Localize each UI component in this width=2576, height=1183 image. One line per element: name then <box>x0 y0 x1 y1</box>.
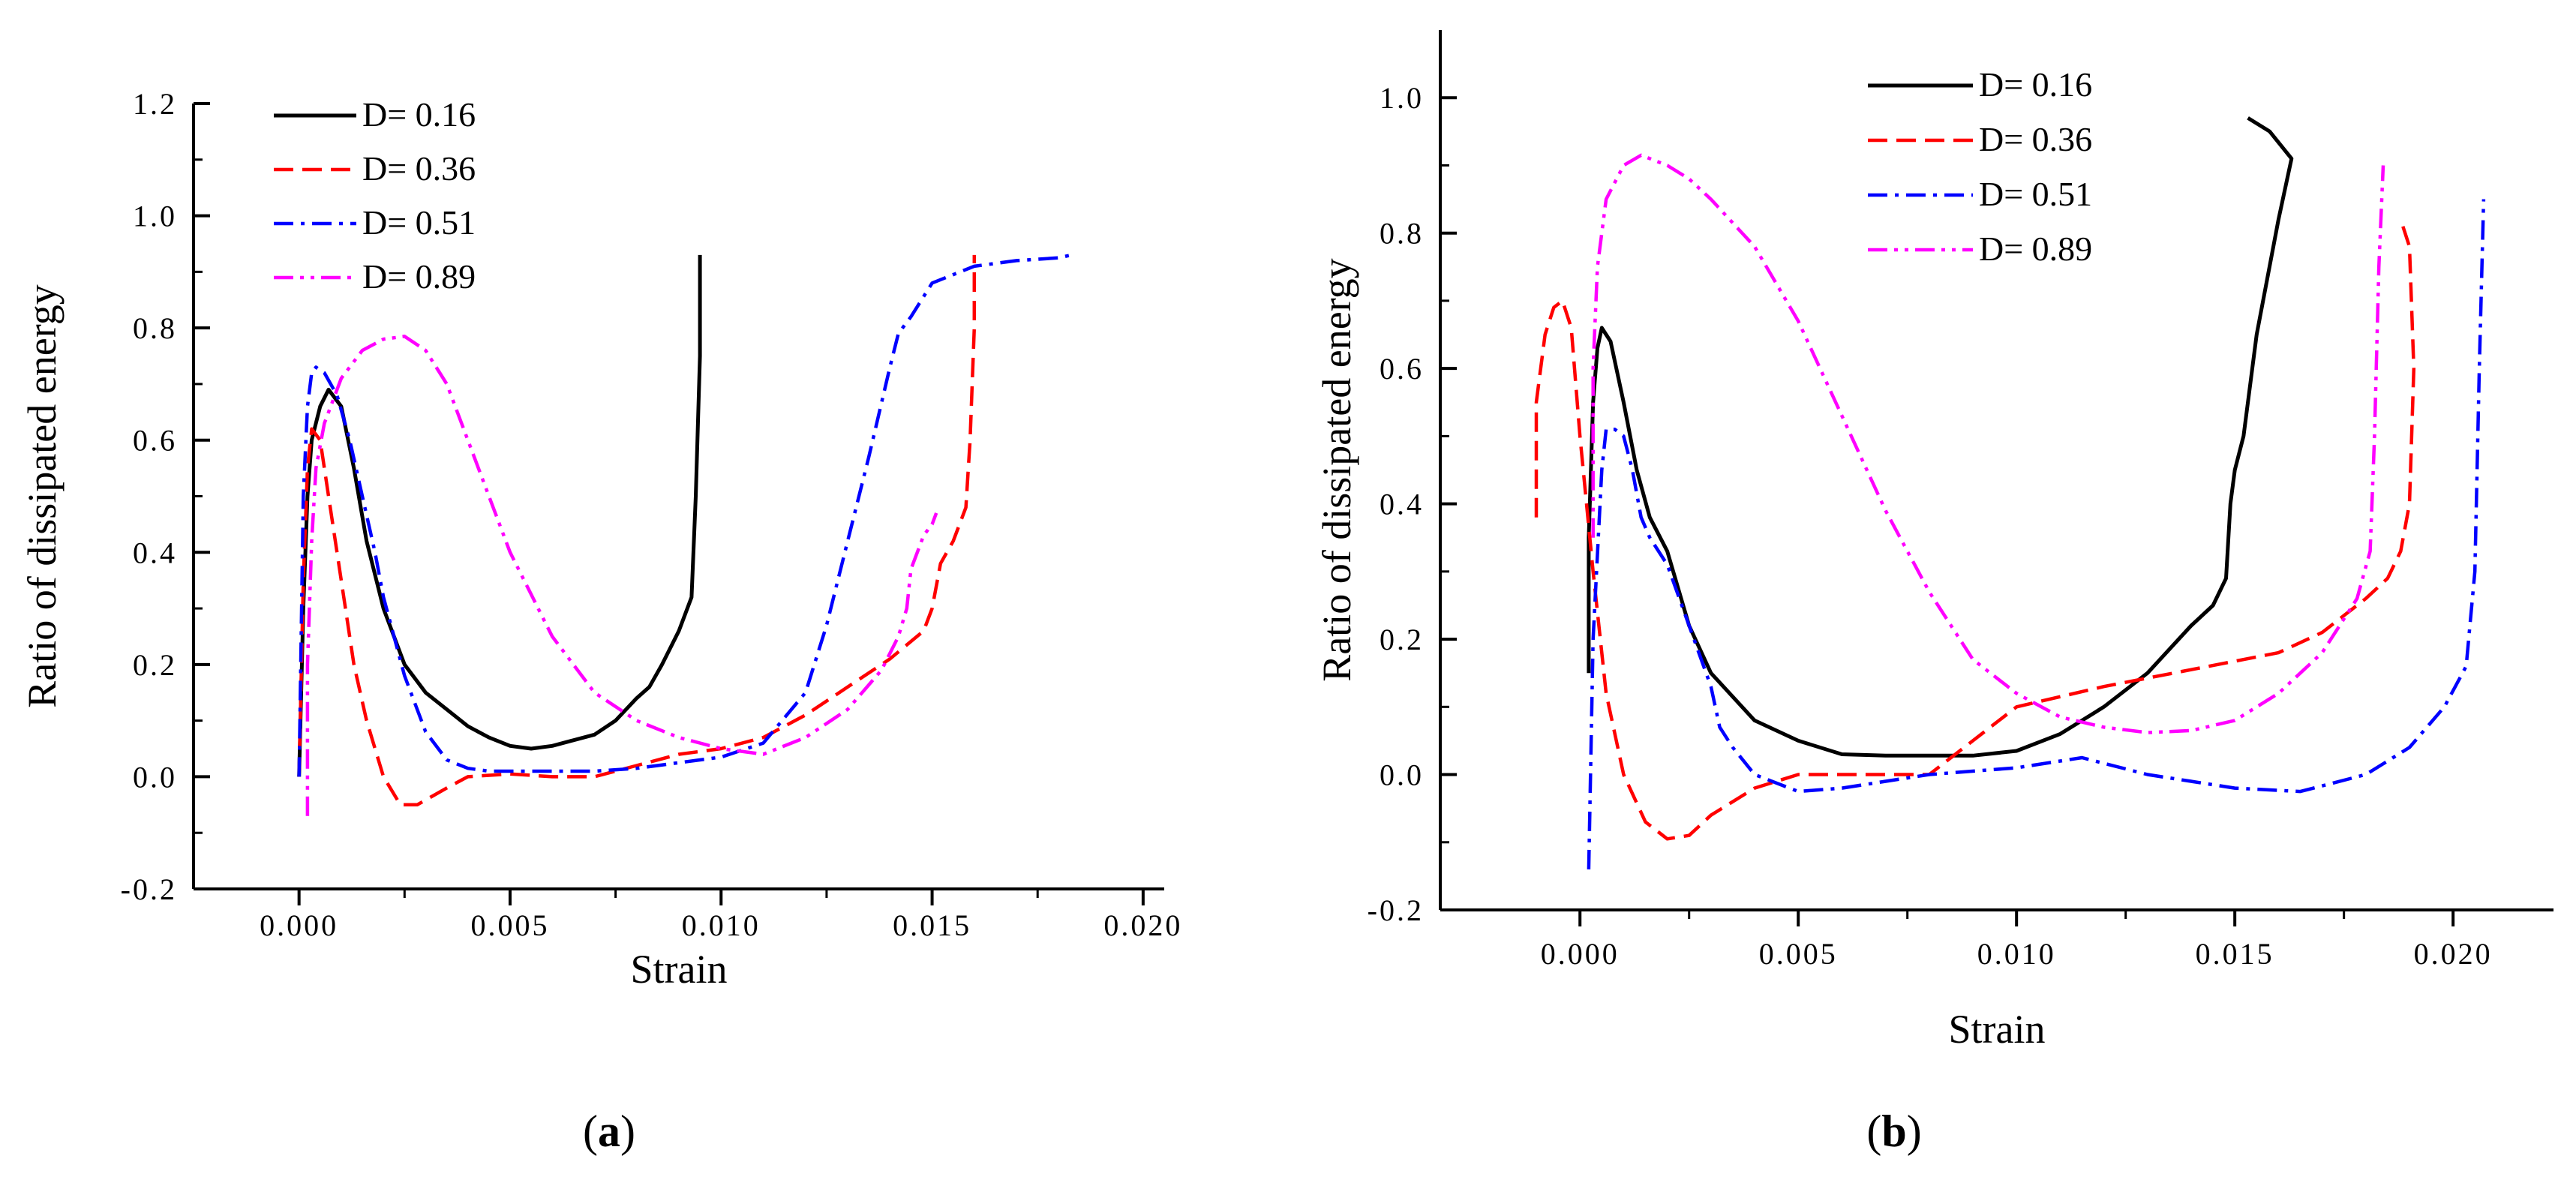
panel-a-legend-label-4: D= 0.89 <box>362 257 476 296</box>
panel-b-x-tick-label: 0.015 <box>2196 937 2274 971</box>
panel-b-series-line-3 <box>1587 199 2486 869</box>
panel-a-y-tick-label: 1.2 <box>133 87 177 121</box>
panel-b-y-tick-label: 0.4 <box>1380 488 1424 521</box>
panel-b-x-tick-label: 0.000 <box>1541 937 1620 971</box>
panel-a-y-tick-label: 0.2 <box>133 648 177 682</box>
panel-a-x-tick-label: 0.020 <box>1103 908 1182 942</box>
panel-b-y-tick-label: 0.0 <box>1380 758 1424 792</box>
panel-b-x-tick-label: 0.005 <box>1759 937 1838 971</box>
panel-b-x-tick-label: 0.020 <box>2414 937 2493 971</box>
panel-a-x-axis-title: Strain <box>631 947 728 992</box>
panel-a-y-tick-label: 0.8 <box>133 311 177 345</box>
panel-b-y-tick-label: -0.2 <box>1368 893 1424 927</box>
panel-a-series-line-3 <box>297 253 1072 777</box>
panel-a-label-open: ( <box>583 1106 598 1156</box>
panel-a: -0.2 0.0 0.2 0.4 0.6 0.8 1.0 1.2 0.000 0.005 0.010… <box>20 87 1182 992</box>
panel-a-y-tick-label: 1.0 <box>133 200 177 233</box>
panel-a-y-tick-label: -0.2 <box>121 872 177 906</box>
panel-a-label-letter: a <box>598 1106 620 1156</box>
panel-b-label-open: ( <box>1866 1106 1881 1156</box>
panel-a-y-axis-title: Ratio of dissipated energy <box>20 284 65 707</box>
panel-a-x-tick-label: 0.005 <box>470 908 549 942</box>
panel-b-y-tick-label: 1.0 <box>1380 81 1424 115</box>
panel-b-label-letter: b <box>1881 1106 1906 1156</box>
panel-a-x-tick-label: 0.000 <box>260 908 338 942</box>
panel-b-x-axis-title: Strain <box>1949 1007 2046 1052</box>
panel-b-series-line-2 <box>1534 218 2416 841</box>
panel-b-label: (b) <box>1866 1106 1921 1156</box>
panel-b-y-tick-label: 0.2 <box>1380 623 1424 656</box>
panel-a-series-line-1 <box>297 254 702 777</box>
panel-a-legend-label-1: D= 0.16 <box>362 95 476 134</box>
panel-a-legend-label-3: D= 0.51 <box>362 203 476 242</box>
panel-b-legend-label-1: D= 0.16 <box>1979 65 2092 104</box>
panel-a-y-tick-label: 0.6 <box>133 424 177 458</box>
panel-a-y-tick-label: 0.4 <box>133 536 177 569</box>
panel-a-x-tick-label: 0.010 <box>682 908 761 942</box>
panel-b-series-line-1 <box>1587 116 2294 758</box>
panel-a-series-line-4 <box>305 335 938 816</box>
panel-b-legend-label-2: D= 0.36 <box>1979 120 2092 158</box>
panel-a-y-tick-label: 0.0 <box>133 760 177 794</box>
panel-b-series-line-4 <box>1591 153 2385 734</box>
panel-b-x-tick-label: 0.010 <box>1977 937 2056 971</box>
panel-b-legend-label-3: D= 0.51 <box>1979 175 2092 213</box>
panel-a-label: (a) <box>583 1106 635 1156</box>
panel-b: -0.2 0.0 0.2 0.4 0.6 0.8 1.0 0.000 0.005 0.010 0.0… <box>1314 30 2553 1052</box>
panel-a-series-line-2 <box>297 254 977 807</box>
panel-b-y-tick-label: 0.6 <box>1380 352 1424 386</box>
panel-b-y-axis-title: Ratio of dissipated energy <box>1314 258 1359 681</box>
panel-a-legend-label-2: D= 0.36 <box>362 149 476 188</box>
panel-a-label-close: ) <box>620 1106 635 1156</box>
panel-b-legend-label-4: D= 0.89 <box>1979 230 2092 268</box>
panel-b-y-tick-label: 0.8 <box>1380 217 1424 251</box>
panel-b-label-close: ) <box>1907 1106 1922 1156</box>
panel-a-x-tick-label: 0.015 <box>893 908 971 942</box>
